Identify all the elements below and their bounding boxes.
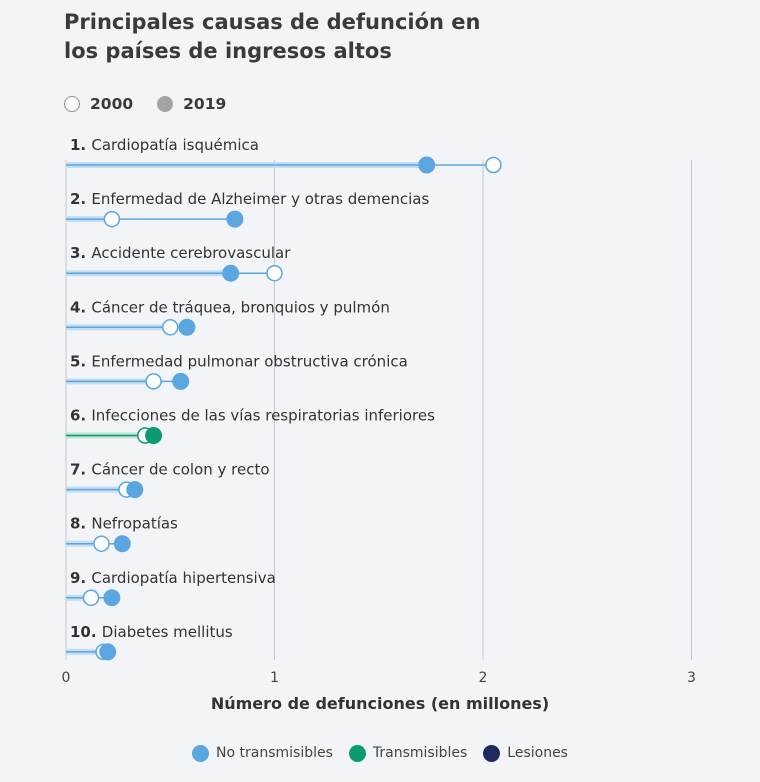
point-2000 <box>163 320 178 335</box>
category-legend-item-communicable[interactable]: Transmisibles <box>349 745 467 762</box>
row-rank: 4. <box>70 298 91 316</box>
row-rank: 1. <box>70 136 91 154</box>
row-label: 8. Nefropatías <box>70 515 178 533</box>
x-tick-label: 3 <box>687 670 696 686</box>
row-label: 5. Enfermedad pulmonar obstructiva cróni… <box>70 352 408 370</box>
x-tick-label: 0 <box>62 670 71 686</box>
category-swatch-icon <box>483 745 500 762</box>
point-2019 <box>99 643 116 660</box>
row-rank: 9. <box>70 569 91 587</box>
row-label: 1. Cardiopatía isquémica <box>70 136 259 154</box>
row-label: 10. Diabetes mellitus <box>70 623 233 641</box>
point-2019 <box>114 535 131 552</box>
point-2019 <box>126 481 143 498</box>
row-label: 7. Cáncer de colon y recto <box>70 461 270 479</box>
row-name: Cardiopatía hipertensiva <box>91 569 275 587</box>
point-2000 <box>146 374 161 389</box>
category-swatch-icon <box>349 745 366 762</box>
row-name: Cardiopatía isquémica <box>91 136 259 154</box>
row-name: Infecciones de las vías respiratorias in… <box>91 407 435 425</box>
category-legend-label: Lesiones <box>507 745 568 761</box>
row-rank: 2. <box>70 190 91 208</box>
row-label: 9. Cardiopatía hipertensiva <box>70 569 276 587</box>
point-2000 <box>104 212 119 227</box>
point-2019 <box>226 211 243 228</box>
category-legend-label: Transmisibles <box>373 745 467 761</box>
point-2000 <box>84 590 99 605</box>
row-rank: 5. <box>70 352 91 370</box>
x-tick-label: 2 <box>479 670 488 686</box>
row-name: Accidente cerebrovascular <box>91 244 291 262</box>
point-2019 <box>178 319 195 336</box>
point-2000 <box>94 536 109 551</box>
row-label: 2. Enfermedad de Alzheimer y otras demen… <box>70 190 429 208</box>
point-2019 <box>222 265 239 282</box>
point-2019 <box>172 373 189 390</box>
x-axis-label: Número de defunciones (en millones) <box>0 694 760 713</box>
dumbbell-chart: 0 1 2 3 1. Cardiopatía isquémica 2. Enfermeda… <box>0 0 760 690</box>
row-rank: 6. <box>70 407 91 425</box>
category-legend-item-injuries[interactable]: Lesiones <box>483 745 568 762</box>
row-name: Nefropatías <box>91 515 178 533</box>
point-2000 <box>267 266 282 281</box>
category-legend-item-noncommunicable[interactable]: No transmisibles <box>192 745 333 762</box>
category-legend: No transmisibles Transmisibles Lesiones <box>0 742 760 764</box>
x-tick-label: 1 <box>270 670 279 686</box>
row-name: Enfermedad de Alzheimer y otras demencia… <box>91 190 429 208</box>
row-label: 3. Accidente cerebrovascular <box>70 244 291 262</box>
row-rank: 10. <box>70 623 102 641</box>
row-name: Diabetes mellitus <box>102 623 233 641</box>
row-label: 6. Infecciones de las vías respiratorias… <box>70 407 435 425</box>
row-name: Enfermedad pulmonar obstructiva crónica <box>91 352 407 370</box>
point-2019 <box>103 589 120 606</box>
point-2000 <box>486 158 501 173</box>
point-2019 <box>418 157 435 174</box>
row-rank: 7. <box>70 461 91 479</box>
row-rank: 8. <box>70 515 91 533</box>
category-swatch-icon <box>192 745 209 762</box>
category-legend-label: No transmisibles <box>216 745 333 761</box>
row-name: Cáncer de tráquea, bronquios y pulmón <box>91 298 389 316</box>
row-rank: 3. <box>70 244 91 262</box>
point-2019 <box>145 427 162 444</box>
row-label: 4. Cáncer de tráquea, bronquios y pulmón <box>70 298 390 316</box>
row-name: Cáncer de colon y recto <box>91 461 269 479</box>
